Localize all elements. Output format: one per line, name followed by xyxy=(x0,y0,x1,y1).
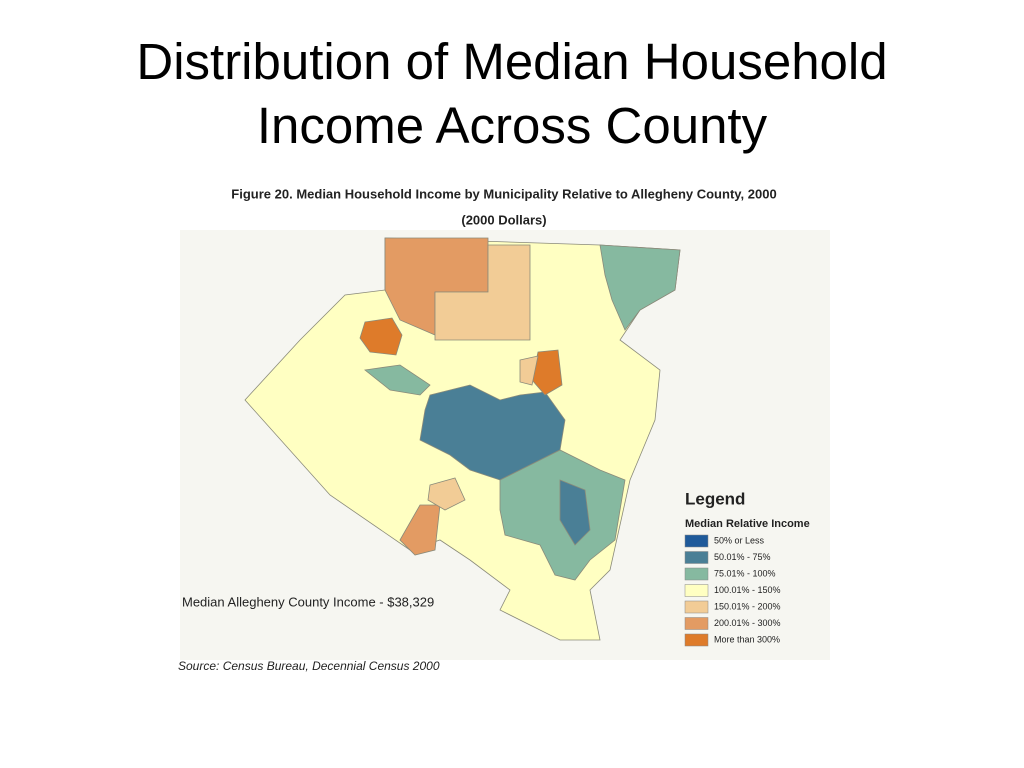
source: Source: Census Bureau, Decennial Census … xyxy=(178,659,440,673)
legend-swatch xyxy=(684,600,709,614)
region-north-tan xyxy=(434,244,531,341)
legend-label: 100.01% - 150% xyxy=(714,585,781,595)
region-northeast-green xyxy=(599,244,681,331)
legend-label: 50.01% - 75% xyxy=(714,552,771,562)
region-tan-east xyxy=(519,355,539,386)
legend-subtitle: Median Relative Income xyxy=(685,518,810,530)
legend-label: 150.01% - 200% xyxy=(714,601,781,611)
legend-label: 200.01% - 300% xyxy=(714,618,781,628)
legend-swatch xyxy=(684,633,709,647)
region-southeast-blue xyxy=(559,479,591,546)
figure-title: Figure 20. Median Household Income by Mu… xyxy=(231,186,776,201)
region-dark-orange-west xyxy=(359,317,403,356)
legend-title: Legend xyxy=(685,489,745,508)
legend-swatch xyxy=(684,551,709,564)
legend-swatch xyxy=(684,584,709,597)
legend-label: 50% or Less xyxy=(714,535,765,545)
legend-swatch xyxy=(684,534,709,548)
region-southwest-tan xyxy=(427,477,466,511)
figure-subtitle: (2000 Dollars) xyxy=(461,212,546,227)
region-southwest-orange xyxy=(399,504,441,556)
legend: 50% or Less 50.01% - 75% 75.01% - 100% 100.… xyxy=(684,534,781,647)
legend-label: 75.01% - 100% xyxy=(714,568,776,578)
legend-label: More than 300% xyxy=(714,634,780,644)
map-note: Median Allegheny County Income - $38,329 xyxy=(182,594,434,609)
map xyxy=(244,237,681,641)
region-west-green xyxy=(364,364,431,396)
legend-swatch xyxy=(684,567,709,581)
legend-swatch xyxy=(684,617,709,630)
slide-title: Distribution of Median Household Income … xyxy=(136,33,888,154)
